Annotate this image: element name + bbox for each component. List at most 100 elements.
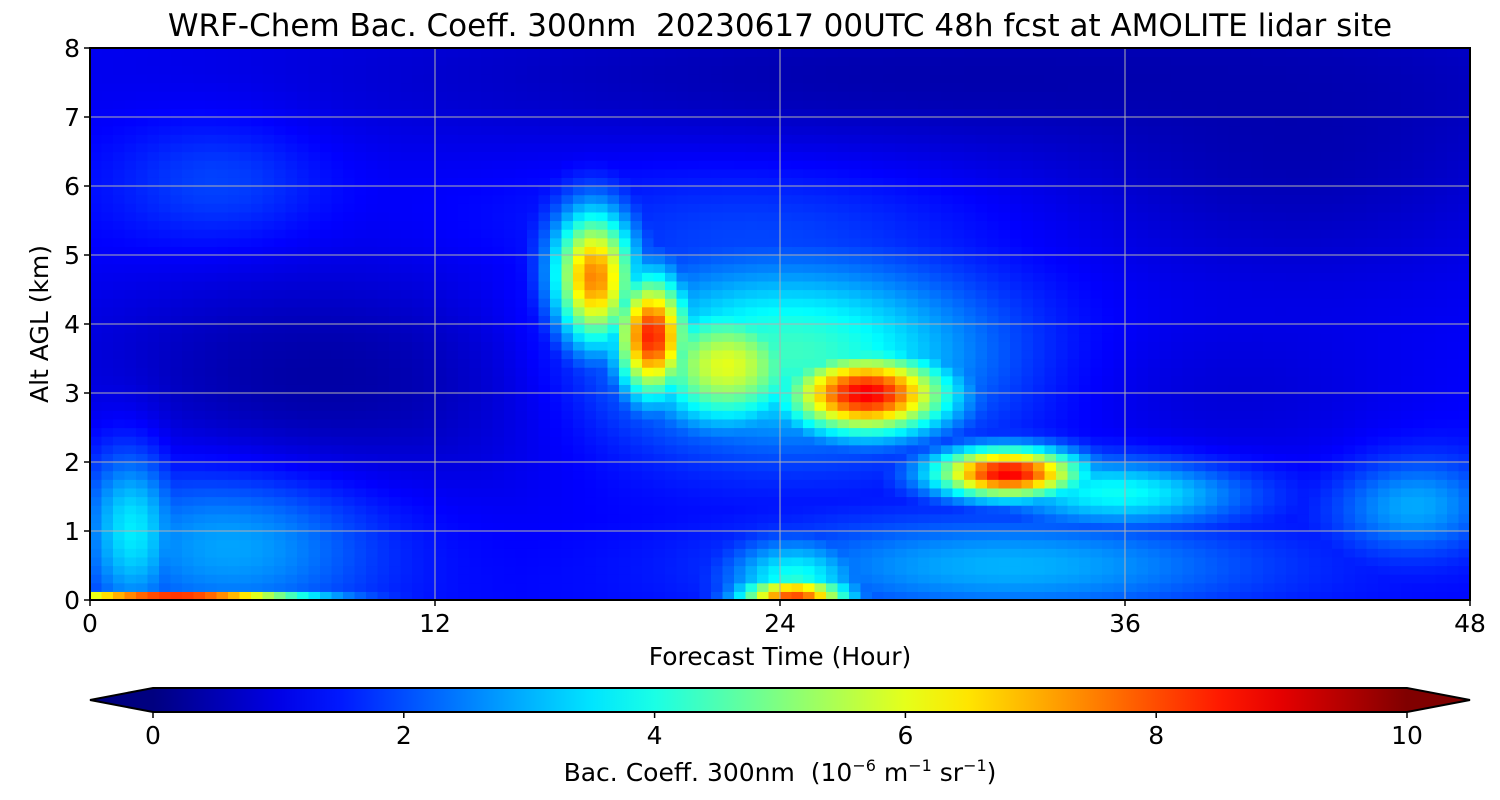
- heatmap-cell: [320, 505, 333, 515]
- heatmap-cell: [147, 341, 160, 351]
- heatmap-cell: [665, 522, 678, 532]
- heatmap-cell: [504, 315, 517, 325]
- heatmap-cell: [274, 427, 287, 437]
- heatmap-cell: [826, 496, 839, 506]
- heatmap-cell: [136, 203, 149, 213]
- heatmap-cell: [918, 444, 931, 454]
- heatmap-cell: [780, 142, 793, 153]
- heatmap-cell: [757, 194, 770, 204]
- heatmap-cell: [469, 48, 482, 58]
- heatmap-cell: [492, 513, 505, 523]
- heatmap-cell: [446, 462, 459, 472]
- heatmap-cell: [101, 56, 114, 66]
- heatmap-cell: [619, 505, 632, 515]
- heatmap-cell: [883, 427, 896, 437]
- heatmap-cell: [849, 487, 862, 498]
- heatmap-cell: [722, 298, 735, 308]
- heatmap-cell: [228, 108, 241, 118]
- heatmap-cell: [389, 280, 402, 291]
- heatmap-cell: [113, 556, 126, 567]
- heatmap-cell: [883, 513, 896, 523]
- heatmap-cell: [262, 142, 275, 153]
- heatmap-cell: [136, 177, 149, 187]
- heatmap-cell: [722, 229, 735, 239]
- heatmap-cell: [872, 341, 885, 351]
- heatmap-cell: [136, 444, 149, 454]
- heatmap-cell: [607, 556, 620, 567]
- heatmap-cell: [906, 246, 919, 256]
- heatmap-cell: [159, 125, 172, 135]
- heatmap-cell: [366, 160, 379, 170]
- heatmap-cell: [320, 108, 333, 118]
- heatmap-cell: [446, 194, 459, 204]
- heatmap-cell: [366, 539, 379, 549]
- heatmap-cell: [619, 522, 632, 532]
- heatmap-cell: [389, 125, 402, 135]
- heatmap-cell: [366, 418, 379, 429]
- heatmap-cell: [780, 229, 793, 239]
- heatmap-cell: [538, 117, 551, 127]
- heatmap-cell: [596, 410, 609, 420]
- heatmap-cell: [573, 513, 586, 523]
- heatmap-cell: [596, 246, 609, 256]
- heatmap-cell: [216, 211, 229, 222]
- heatmap-cell: [297, 531, 310, 541]
- heatmap-cell: [619, 117, 632, 127]
- heatmap-cell: [136, 487, 149, 498]
- heatmap-cell: [952, 349, 965, 360]
- heatmap-cell: [918, 263, 931, 273]
- heatmap-cell: [688, 496, 701, 506]
- heatmap-cell: [170, 48, 183, 58]
- heatmap-cell: [665, 142, 678, 153]
- heatmap-cell: [665, 82, 678, 92]
- heatmap-cell: [757, 117, 770, 127]
- heatmap-cell: [124, 539, 137, 549]
- heatmap-cell: [423, 211, 436, 222]
- heatmap-cell: [860, 358, 873, 368]
- heatmap-cell: [297, 341, 310, 351]
- heatmap-cell: [929, 470, 942, 480]
- heatmap-cell: [883, 349, 896, 360]
- heatmap-cell: [297, 289, 310, 299]
- heatmap-cell: [561, 315, 574, 325]
- heatmap-cell: [308, 289, 321, 299]
- heatmap-cell: [630, 556, 643, 567]
- heatmap-cell: [113, 289, 126, 299]
- heatmap-cell: [239, 453, 252, 463]
- heatmap-cell: [343, 99, 356, 109]
- heatmap-cell: [757, 496, 770, 506]
- heatmap-cell: [239, 203, 252, 213]
- heatmap-cell: [929, 556, 942, 567]
- heatmap-cell: [860, 91, 873, 101]
- heatmap-cell: [320, 73, 333, 84]
- heatmap-cell: [492, 324, 505, 334]
- heatmap-cell: [435, 99, 448, 109]
- heatmap-cell: [239, 306, 252, 316]
- heatmap-cell: [366, 505, 379, 515]
- heatmap-cell: [343, 194, 356, 204]
- heatmap-cell: [607, 591, 620, 601]
- heatmap-cell: [216, 358, 229, 368]
- heatmap-cell: [906, 108, 919, 118]
- heatmap-cell: [170, 324, 183, 334]
- heatmap-cell: [285, 117, 298, 127]
- heatmap-cell: [377, 298, 390, 308]
- heatmap-cell: [136, 186, 149, 196]
- heatmap-cell: [814, 444, 827, 454]
- heatmap-cell: [895, 470, 908, 480]
- heatmap-cell: [849, 462, 862, 472]
- heatmap-cell: [837, 384, 850, 394]
- heatmap-cell: [964, 186, 977, 196]
- heatmap-cell: [458, 496, 471, 506]
- heatmap-cell: [941, 203, 954, 213]
- heatmap-cell: [423, 531, 436, 541]
- heatmap-cell: [458, 134, 471, 144]
- heatmap-cell: [435, 410, 448, 420]
- heatmap-cell: [377, 246, 390, 256]
- heatmap-cell: [699, 565, 712, 575]
- heatmap-cell: [435, 272, 448, 282]
- heatmap-cell: [228, 384, 241, 394]
- heatmap-cell: [803, 255, 816, 265]
- heatmap-cell: [101, 462, 114, 472]
- heatmap-cell: [596, 298, 609, 308]
